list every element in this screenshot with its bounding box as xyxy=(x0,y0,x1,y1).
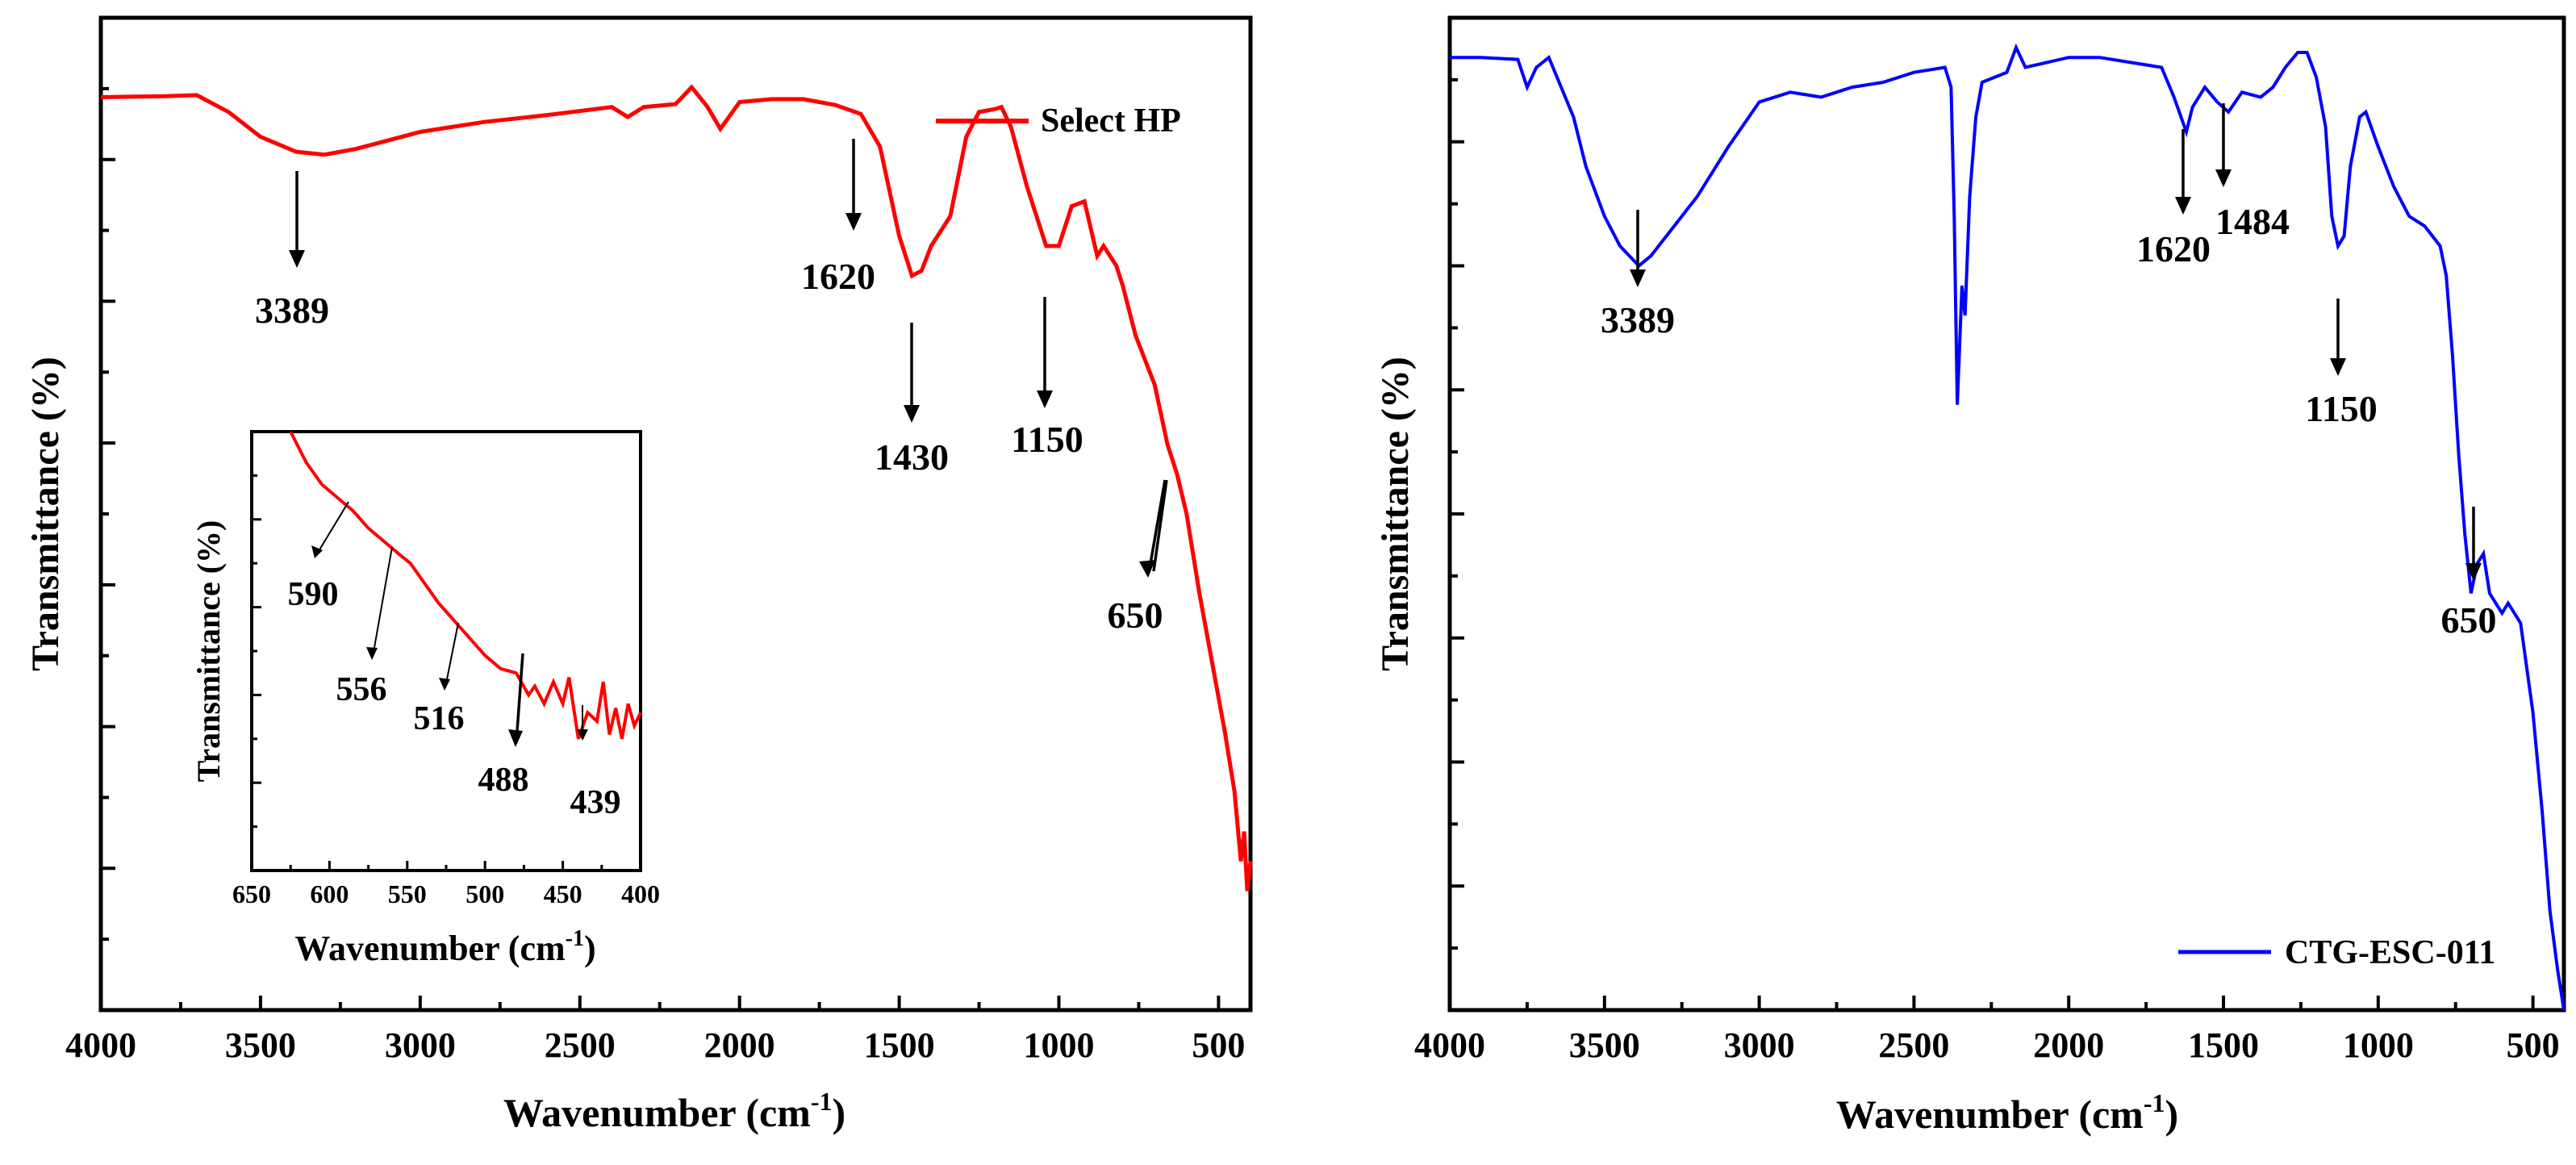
right-annotation-label: 3389 xyxy=(1601,299,1675,340)
right-annotation-label: 1484 xyxy=(2215,201,2290,242)
inset-x-ticks xyxy=(250,861,642,871)
x-tick-label: 600 xyxy=(310,879,349,908)
right-annotation-label: 1150 xyxy=(2305,388,2377,429)
x-tick-label: 500 xyxy=(1192,1025,1245,1065)
inset-x-ticklabels: 650 600 550 500 450 400 xyxy=(232,879,660,908)
inset-annotation-439: 439 xyxy=(570,705,621,821)
x-tick-label: 650 xyxy=(232,879,271,908)
x-tick-label: 450 xyxy=(544,879,582,908)
left-annotation-label: 1620 xyxy=(801,256,875,297)
x-tick-label: 1500 xyxy=(2188,1025,2259,1065)
left-x-axis-label: Wavenumber (cm-1) xyxy=(503,1087,845,1135)
x-tick-label: 400 xyxy=(621,879,660,908)
x-tick-label: 2500 xyxy=(1878,1025,1949,1065)
inset-annotation-516: 516 xyxy=(414,622,465,737)
right-legend-label: CTG-ESC-011 xyxy=(2285,934,2495,971)
left-plot-frame xyxy=(98,15,1253,1013)
inset-annotation-label: 516 xyxy=(414,700,465,737)
left-annotation-1620: 1620 xyxy=(801,139,875,297)
left-annotation-3389: 3389 xyxy=(255,171,329,331)
inset-annotation-label: 488 xyxy=(478,762,529,799)
right-plot-frame xyxy=(1447,15,2566,1013)
x-tick-label: 1500 xyxy=(864,1025,935,1065)
left-x-ticklabels: 4000 3500 3000 2500 2000 1500 1000 500 xyxy=(65,1025,1245,1065)
inset-annotation-label: 590 xyxy=(288,576,339,613)
left-annotation-label: 1430 xyxy=(875,436,949,478)
right-annotation-label: 1620 xyxy=(2136,228,2211,269)
x-tick-label: 500 xyxy=(466,879,504,908)
inset-annotation-590: 590 xyxy=(288,501,349,613)
inset-x-axis-label: Wavenumber (cm-1) xyxy=(294,926,595,968)
right-annotation-3389: 3389 xyxy=(1601,210,1675,340)
inset-annotation-556: 556 xyxy=(336,546,393,708)
inset-y-axis-label: Transmittance (%) xyxy=(190,520,227,783)
inset-annotation-label: 556 xyxy=(336,671,387,708)
left-series-line xyxy=(100,84,1253,891)
right-x-ticks xyxy=(1448,996,2535,1010)
x-tick-label: 1000 xyxy=(1024,1025,1095,1065)
left-chart: 4000 3500 3000 2500 2000 1500 1000 500 Select H… xyxy=(24,15,1253,1135)
left-y-axis-label: Transmittance (%) xyxy=(24,357,67,671)
right-annotation-1620: 1620 xyxy=(2136,129,2211,269)
left-y-ticks xyxy=(101,16,115,1012)
x-tick-label: 3000 xyxy=(1724,1025,1795,1065)
left-annotation-label: 3389 xyxy=(255,290,329,331)
x-tick-label: 3000 xyxy=(385,1025,456,1065)
x-tick-label: 500 xyxy=(2507,1025,2560,1065)
right-y-ticks xyxy=(1450,16,1464,1012)
right-annotation-1150: 1150 xyxy=(2305,299,2378,429)
x-tick-label: 2000 xyxy=(704,1025,775,1065)
left-legend-label: Select HP xyxy=(1041,102,1181,140)
x-tick-label: 2500 xyxy=(545,1025,616,1065)
right-x-ticklabels: 4000 3500 3000 2500 2000 1500 1000 500 xyxy=(1414,1025,2560,1065)
right-x-axis-label: Wavenumber (cm-1) xyxy=(1836,1088,2178,1137)
right-series-line xyxy=(1450,43,2566,1011)
x-tick-label: 3500 xyxy=(1569,1025,1640,1065)
right-annotation-1484: 1484 xyxy=(2215,103,2290,242)
right-annotation-label: 650 xyxy=(2441,599,2497,641)
x-tick-label: 4000 xyxy=(1414,1025,1485,1065)
x-tick-label: 550 xyxy=(388,879,427,908)
right-chart: 4000 3500 3000 2500 2000 1500 1000 500 CTG-ESC-… xyxy=(1374,15,2566,1137)
left-annotation-1430: 1430 xyxy=(875,323,949,478)
left-annotation-label: 650 xyxy=(1108,595,1163,636)
left-annotation-label: 1150 xyxy=(1011,419,1083,460)
inset-series-line xyxy=(289,431,642,740)
x-tick-label: 3500 xyxy=(225,1025,296,1065)
inset-annotation-label: 439 xyxy=(570,784,621,821)
inset-y-ticks xyxy=(252,430,261,872)
x-tick-label: 4000 xyxy=(65,1025,136,1065)
left-x-ticks xyxy=(99,996,1221,1010)
left-annotation-1150: 1150 xyxy=(1011,297,1083,460)
inset-annotation-488: 488 xyxy=(478,653,529,799)
left-inset-chart: 650 600 550 500 450 400 Transmittance (%) Wav… xyxy=(190,430,660,968)
x-tick-label: 1000 xyxy=(2343,1025,2414,1065)
x-tick-label: 2000 xyxy=(2033,1025,2104,1065)
left-annotation-650: 650 xyxy=(1108,479,1168,636)
right-annotation-650: 650 xyxy=(2441,507,2497,641)
right-y-axis-label: Transmittance (%) xyxy=(1374,357,1417,671)
